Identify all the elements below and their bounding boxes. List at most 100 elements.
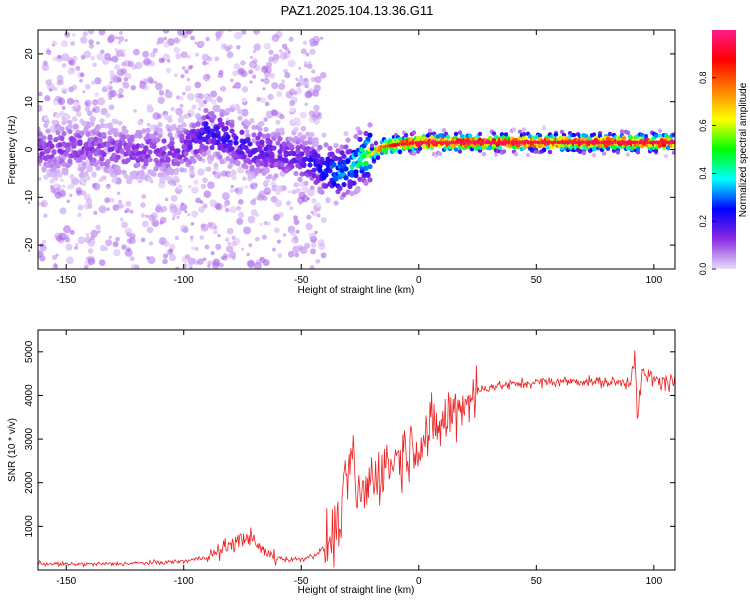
spectrogram-ridge-mark (257, 131, 263, 137)
spectrogram-ridge-mark (175, 161, 181, 167)
spectrogram-y-tick-label: 0 (24, 146, 35, 152)
spectrogram-noise-mark (38, 162, 42, 167)
spectrogram-ridge-mark (117, 142, 123, 148)
spectrogram-ridge-mark (115, 154, 121, 160)
spectrogram-noise-mark (194, 81, 202, 89)
colorbar: 0.0 0.2 0.4 0.6 0.8 Normalized spectral ampl… (698, 30, 749, 275)
spectrogram-noise-mark (71, 177, 79, 186)
spectrogram-noise-mark (227, 30, 232, 33)
snr-y-label: SNR (10 * v/v) (7, 418, 18, 482)
spectrogram-ridge-mark (38, 126, 41, 132)
spectrogram-noise-mark (267, 93, 274, 101)
spectrogram-noise-mark (94, 77, 102, 85)
spectrogram-ridge-mark (179, 158, 185, 164)
spectrogram-noise-mark (224, 237, 230, 242)
spectrogram-noise-mark (301, 195, 309, 203)
spectrogram-ridge-mark (541, 147, 547, 152)
spectrogram-ridge-mark (43, 115, 49, 122)
spectrogram-ridge-mark (319, 189, 325, 195)
spectrogram-noise-mark (55, 235, 63, 242)
spectrogram-ridge-mark (671, 132, 675, 137)
spectrogram-ridge-mark (93, 136, 99, 142)
spectrogram-ridge-mark (363, 165, 369, 171)
spectrogram-ridge-mark (165, 156, 171, 162)
spectrogram-ridge-mark (171, 124, 177, 130)
spectrogram-noise-mark (234, 81, 242, 89)
spectrogram-noise-mark (121, 48, 126, 54)
spectrogram-ridge-mark (209, 144, 215, 151)
spectrogram-ridge-mark (437, 151, 443, 157)
spectrogram-ridge-mark (291, 151, 297, 157)
spectrogram-ridge-mark (351, 180, 357, 186)
spectrogram-noise-mark (205, 36, 210, 42)
spectrogram-ridge-mark (65, 142, 71, 148)
spectrogram-noise-mark (232, 70, 239, 77)
spectrogram-noise-mark (195, 52, 200, 57)
spectrogram-noise-mark (182, 92, 186, 96)
spectrogram-noise-mark (82, 31, 88, 37)
figure-title: PAZ1.2025.104.13.36.G11 (281, 3, 434, 18)
spectrogram-ridge-mark (175, 148, 181, 154)
spectrogram-ridge-mark (79, 150, 85, 156)
spectrogram-ridge-mark (357, 136, 363, 142)
spectrogram-noise-mark (92, 105, 101, 114)
spectrogram-noise-mark (307, 63, 313, 70)
spectrogram-ridge-mark (203, 107, 209, 114)
spectrogram-ridge-mark (197, 155, 203, 162)
spectrogram-ridge-mark (229, 146, 235, 152)
spectrogram-noise-mark (173, 37, 180, 44)
spectrogram-ridge-mark (537, 133, 543, 138)
spectrogram-noise-mark (92, 62, 97, 68)
spectrogram-noise-mark (281, 79, 286, 84)
spectrogram-noise-mark (232, 237, 241, 246)
spectrogram-ridge-mark (173, 157, 179, 163)
spectrogram-ridge-mark (369, 146, 375, 151)
spectrogram-ridge-mark (59, 149, 65, 155)
spectrogram-ridge-mark (143, 161, 149, 167)
spectrogram-ridge-mark (525, 152, 531, 158)
snr-x-tick-label: -50 (294, 576, 309, 587)
spectrogram-ridge-mark (183, 150, 189, 157)
spectrogram-ridge-mark (365, 172, 371, 178)
spectrogram-noise-mark (234, 31, 243, 40)
spectrogram-noise-mark (38, 91, 43, 97)
spectrogram-noise-mark (180, 74, 185, 79)
spectrogram-noise-mark (165, 67, 172, 74)
spectrogram-noise-mark (124, 248, 133, 257)
spectrogram-x-tick-label: -50 (294, 275, 309, 286)
spectrogram-noise-mark (240, 186, 244, 190)
spectrogram-noise-mark (320, 252, 327, 259)
spectrogram-noise-mark (271, 109, 279, 117)
spectrogram-noise-mark (166, 249, 174, 256)
spectrogram-noise-mark (262, 65, 267, 70)
spectrogram-noise-mark (77, 236, 86, 245)
spectrogram-noise-mark (263, 187, 272, 195)
spectrogram-noise-mark (248, 243, 253, 248)
spectrogram-noise-mark (291, 189, 297, 195)
spectrogram-noise-mark (289, 206, 294, 211)
spectrogram-noise-mark (173, 73, 178, 78)
spectrogram-noise-mark (139, 80, 143, 84)
spectrogram-ridge-mark (367, 122, 373, 128)
spectrogram-ridge-mark (233, 135, 239, 141)
spectrogram-noise-mark (317, 239, 325, 247)
spectrogram-ridge-mark (315, 158, 321, 165)
spectrogram-ridge-mark (95, 165, 101, 171)
spectrogram-noise-mark (294, 252, 300, 258)
spectrogram-noise-mark (264, 101, 270, 107)
spectrogram-ridge-mark (275, 190, 281, 196)
spectrogram-noise-mark (310, 242, 317, 248)
spectrogram-ridge-mark (43, 122, 49, 128)
spectrogram-ridge-mark (167, 150, 173, 156)
spectrogram-ridge-mark (327, 145, 333, 151)
spectrogram-ridge-mark (103, 123, 109, 129)
spectrogram-noise-mark (115, 237, 120, 242)
spectrogram-ridge-mark (155, 148, 161, 154)
spectrogram-noise-mark (153, 80, 158, 85)
spectrogram-ridge-mark (351, 161, 357, 167)
spectrogram-noise-mark (124, 227, 133, 236)
spectrogram-noise-mark (187, 184, 192, 189)
spectrogram-noise-mark (38, 201, 41, 206)
spectrogram-ridge-mark (521, 131, 527, 137)
spectrogram-ridge-mark (481, 152, 487, 157)
